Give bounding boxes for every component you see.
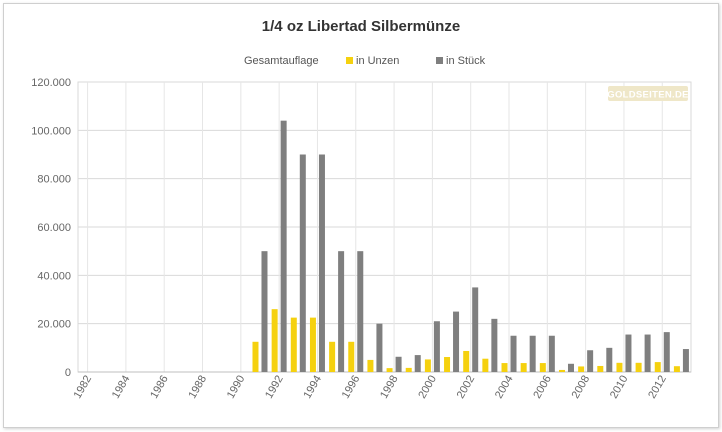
bar-in-stueck [567,363,574,372]
bar-in-stueck [625,334,632,372]
bar-in-stueck [280,120,287,373]
bar-in-unzen [463,350,470,372]
bar-in-stueck [491,318,498,372]
legend-title: Gesamtauflage [244,55,319,67]
bar-in-unzen [444,357,451,372]
bar-in-stueck [453,311,460,372]
bar-in-stueck [682,349,689,372]
x-tick-label: 2008 [570,374,593,401]
bar-in-unzen [424,359,431,372]
y-tick-label: 60.000 [37,222,71,234]
bar-in-unzen [386,368,393,372]
x-tick-label: 2006 [531,374,554,401]
bar-in-stueck [338,251,345,372]
legend-swatch [436,57,443,64]
bar-in-stueck [663,332,670,372]
bar-in-stueck [357,251,364,372]
x-tick-label: 2012 [646,374,669,401]
bar-in-unzen [367,359,374,372]
bar-in-stueck [318,154,325,372]
bars [252,120,689,373]
y-tick-label: 80.000 [37,174,71,186]
y-tick-label: 120.000 [31,77,71,89]
bar-in-unzen [539,363,546,372]
legend-label: in Stück [446,55,486,67]
bar-in-stueck [587,350,594,372]
bar-in-stueck [472,287,479,372]
chart-svg: 1/4 oz Libertad Silbermünze Gesamtauflag… [31,18,692,401]
x-tick-label: 1982 [72,374,95,401]
bar-in-unzen [348,341,355,372]
x-tick-label: 2002 [455,374,478,401]
bar-in-unzen [520,363,527,372]
legend-label: in Unzen [356,55,399,67]
bar-in-unzen [654,362,661,372]
bar-in-unzen [578,366,585,372]
bar-in-unzen [558,369,565,372]
bar-in-unzen [309,317,316,372]
x-tick-label: 2000 [416,374,439,401]
x-tick-label: 1996 [340,374,363,401]
y-tick-label: 20.000 [37,319,71,331]
bar-in-stueck [376,323,383,372]
bar-in-unzen [405,367,412,372]
bar-in-stueck [644,334,651,372]
bar-in-stueck [395,356,402,372]
chart-title: 1/4 oz Libertad Silbermünze [262,18,460,35]
x-tick-label: 1986 [148,374,171,401]
legend-swatch [346,57,353,64]
bar-in-unzen [482,358,489,372]
bar-in-unzen [501,363,508,372]
x-tick-label: 1984 [110,374,133,401]
y-axis: 0 20.000 40.000 60.000 80.000 100.000 120.000 [31,77,71,379]
x-axis: 1982 1984 1986 1988 1990 1992 1994 1996 1998 2000… [72,374,669,401]
bar-in-stueck [261,251,268,372]
x-tick-label: 2010 [608,374,631,401]
x-tick-label: 1988 [186,374,209,401]
y-tick-label: 100.000 [31,125,71,137]
bar-in-unzen [597,365,604,372]
bar-in-unzen [252,341,259,372]
bar-in-stueck [529,335,536,372]
grid-lines [77,81,692,373]
bar-in-stueck [606,347,613,372]
legend: Gesamtauflage in Unzen in Stück [244,55,486,67]
x-tick-label: 2004 [493,374,516,401]
bar-in-stueck [433,321,440,372]
bar-in-stueck [414,355,421,372]
x-tick-label: 1998 [378,374,401,401]
bar-in-unzen [290,317,297,372]
y-tick-label: 40.000 [37,270,71,282]
bar-in-stueck [299,154,306,372]
bar-in-unzen [616,362,623,372]
x-tick-label: 1992 [263,374,286,401]
bar-in-unzen [635,362,642,372]
watermark-text: GOLDSEITEN.DE [607,90,689,101]
watermark-logo: GOLDSEITEN.DE [607,86,689,101]
y-tick-label: 0 [65,367,71,379]
bar-in-unzen [673,366,680,372]
chart-frame: 1/4 oz Libertad Silbermünze Gesamtauflag… [3,3,719,428]
bar-in-unzen [271,309,278,372]
x-tick-label: 1994 [301,374,324,401]
x-tick-label: 1990 [225,374,248,401]
bar-in-stueck [510,335,517,372]
bar-in-unzen [329,341,336,372]
bar-in-stueck [548,335,555,372]
